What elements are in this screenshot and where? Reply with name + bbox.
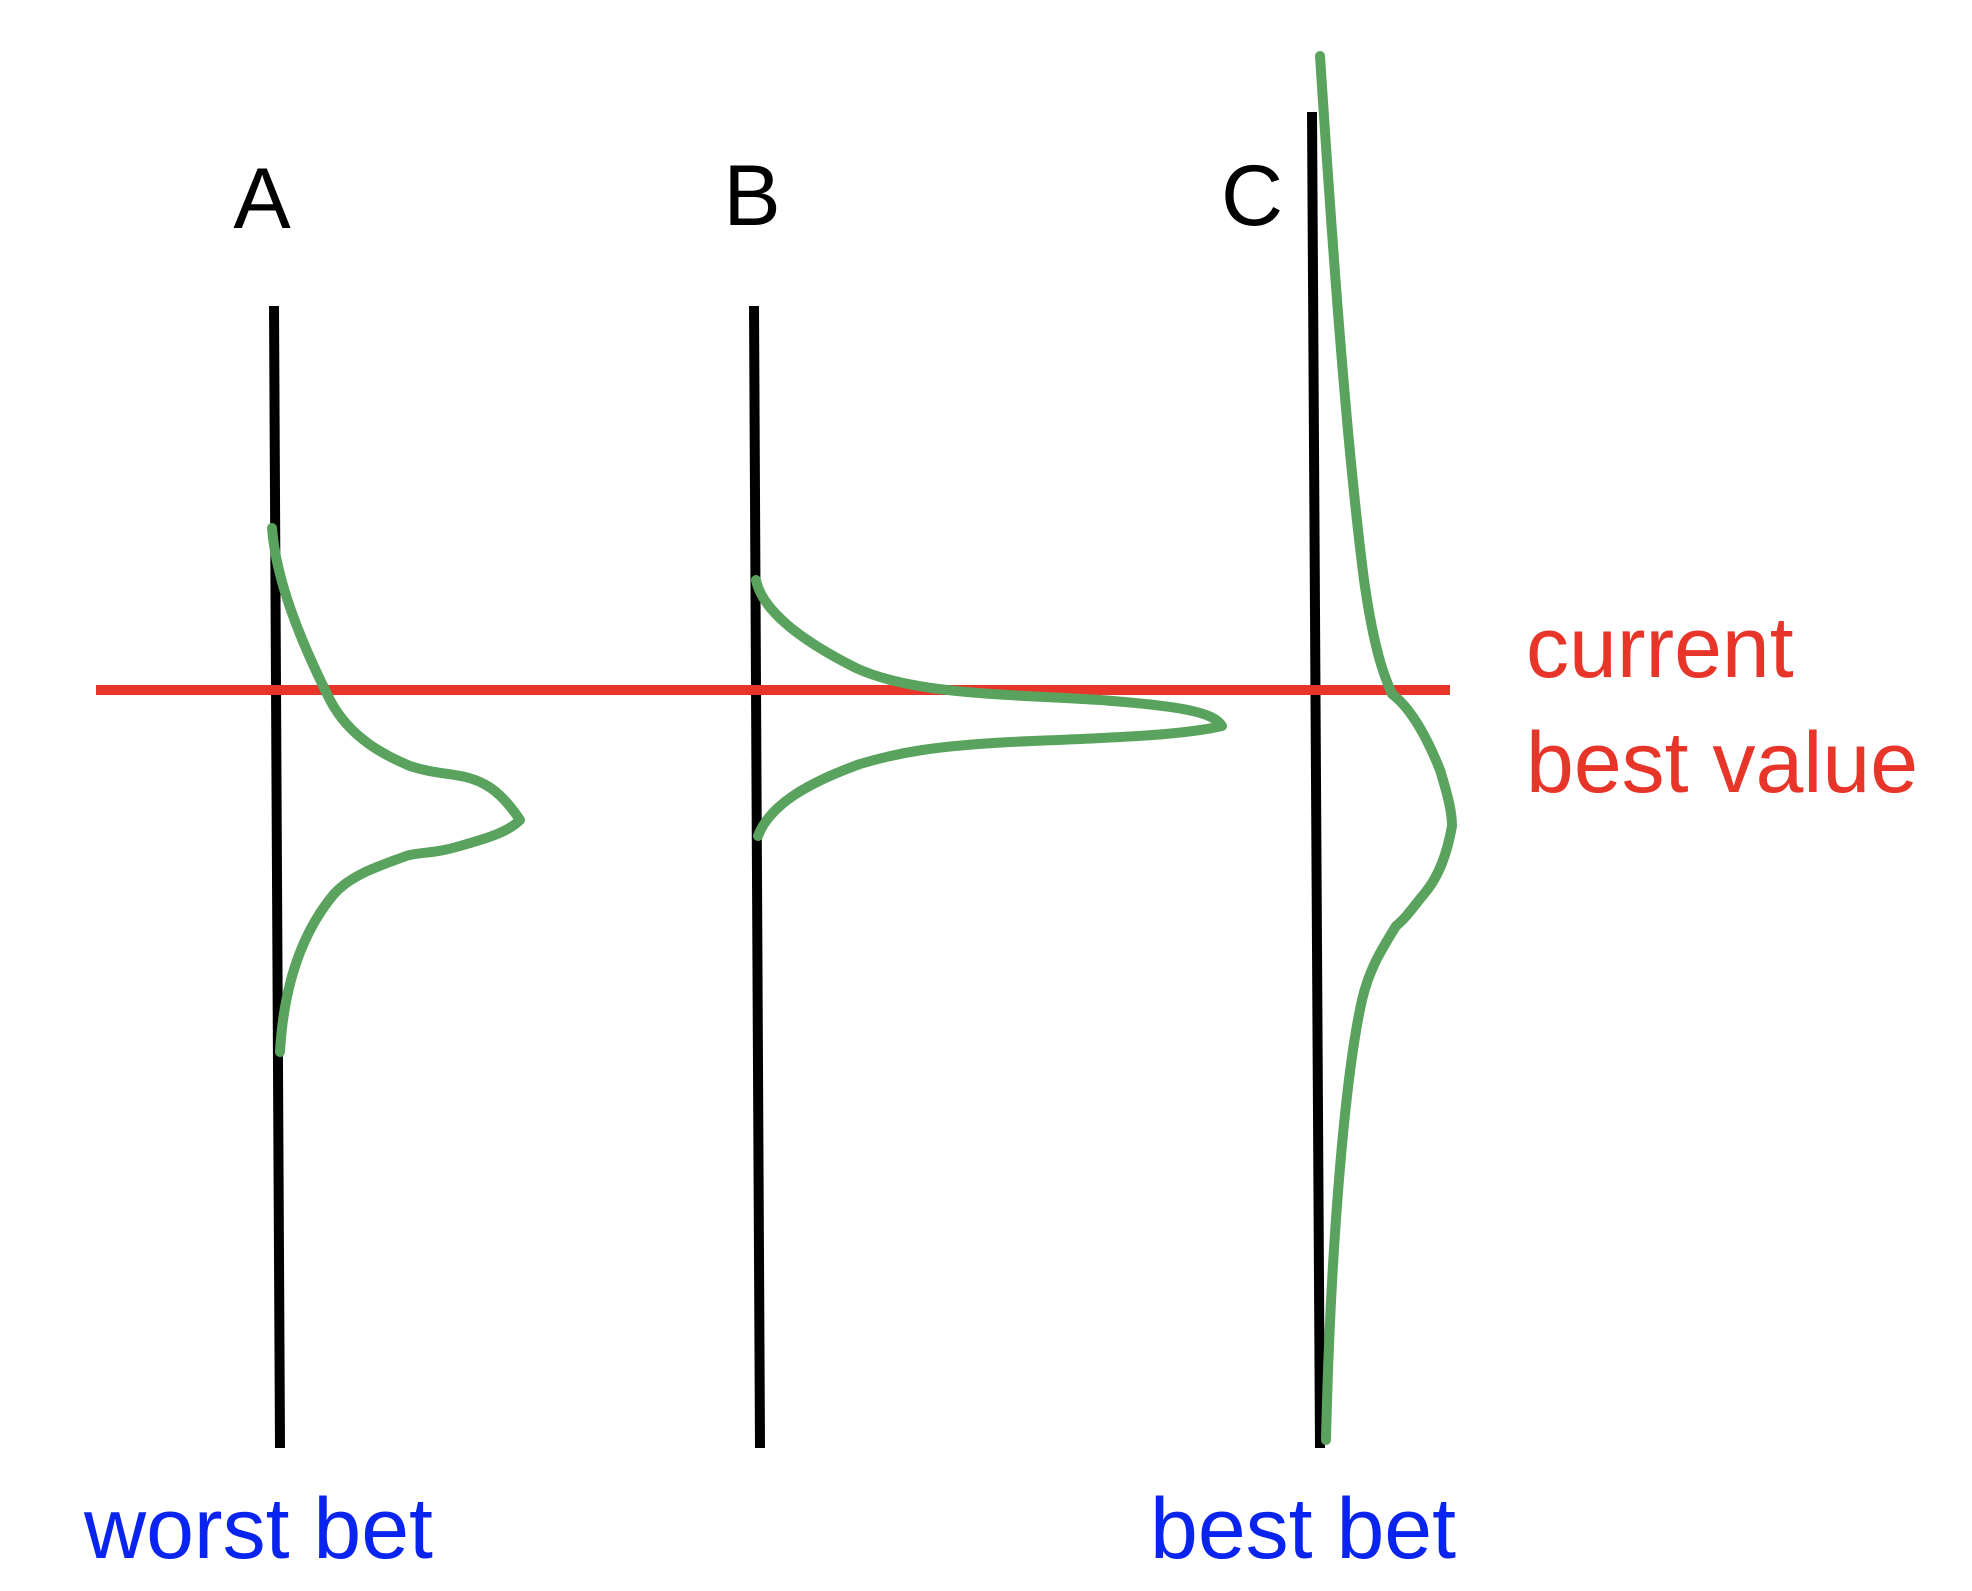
axis-a (269, 305, 285, 1449)
worst-bet-label: worst bet (83, 1481, 433, 1577)
axis-c (1307, 111, 1325, 1449)
column-label-a: A (233, 151, 291, 247)
distribution-b-curve (751, 575, 1227, 841)
distribution-c-curve (1315, 51, 1457, 1445)
column-label-c: C (1221, 148, 1283, 244)
current-best-value-label-line1: current (1526, 600, 1794, 696)
column-label-b: B (723, 148, 780, 244)
current-best-value-label-line2: best value (1526, 715, 1918, 811)
best-bet-label: best bet (1150, 1481, 1456, 1577)
axis-b (749, 305, 765, 1449)
distribution-a-curve (267, 523, 525, 1057)
